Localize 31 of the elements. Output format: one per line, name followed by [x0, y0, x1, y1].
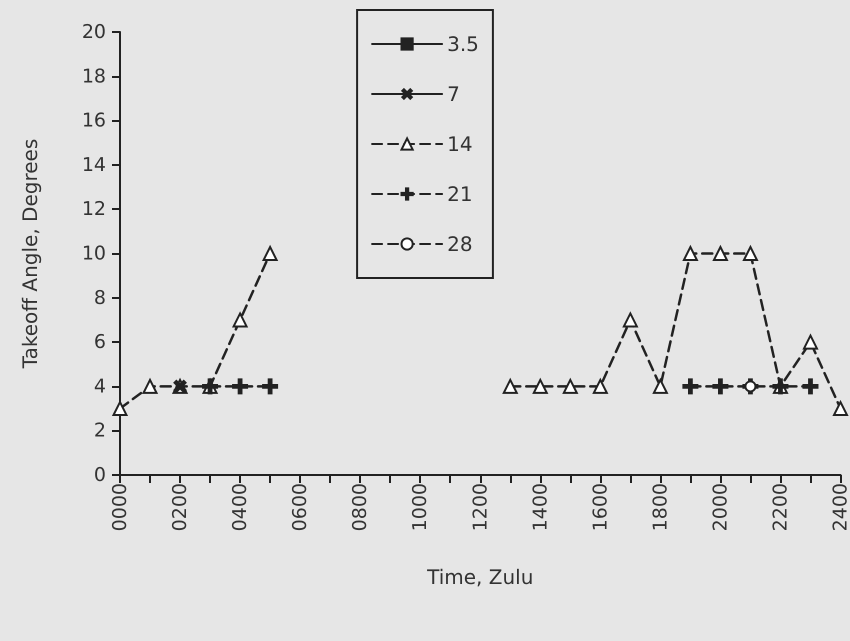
x-tick-label: 2400 — [830, 483, 850, 532]
x-tick-label: 0600 — [289, 483, 312, 532]
x-tick-label: 1200 — [469, 483, 492, 532]
legend-label: 28 — [447, 232, 473, 256]
y-tick-label: 6 — [94, 331, 106, 354]
y-tick-label: 10 — [82, 242, 106, 264]
y-tick-label: 14 — [82, 154, 106, 176]
legend-label: 21 — [447, 182, 473, 206]
y-tick-label: 4 — [94, 375, 106, 398]
legend-label: 3.5 — [447, 32, 479, 56]
y-tick-label: 20 — [82, 21, 106, 43]
y-tick-label: 0 — [94, 464, 106, 486]
legend-label: 7 — [447, 82, 460, 106]
legend-label: 14 — [447, 132, 473, 156]
y-tick-label: 16 — [82, 110, 106, 132]
x-tick-label: 0200 — [169, 483, 192, 532]
x-tick-label: 0400 — [229, 483, 252, 532]
y-tick-label: 12 — [82, 198, 106, 220]
x-tick-label: 1800 — [649, 483, 672, 532]
x-axis-title: Time, Zulu — [426, 565, 534, 589]
x-tick-label: 0000 — [109, 483, 131, 532]
x-tick-label: 1400 — [529, 483, 552, 532]
y-axis-title: Takeoff Angle, Degrees — [18, 138, 42, 370]
x-tick-label: 1600 — [589, 483, 612, 532]
y-tick-label: 18 — [82, 65, 106, 88]
y-tick-label: 8 — [94, 286, 106, 309]
x-tick-label: 0800 — [349, 483, 372, 532]
x-tick-label: 2200 — [769, 483, 792, 532]
x-tick-label: 2000 — [709, 483, 732, 532]
x-tick-label: 1000 — [409, 483, 432, 532]
y-tick-label: 2 — [94, 420, 106, 442]
